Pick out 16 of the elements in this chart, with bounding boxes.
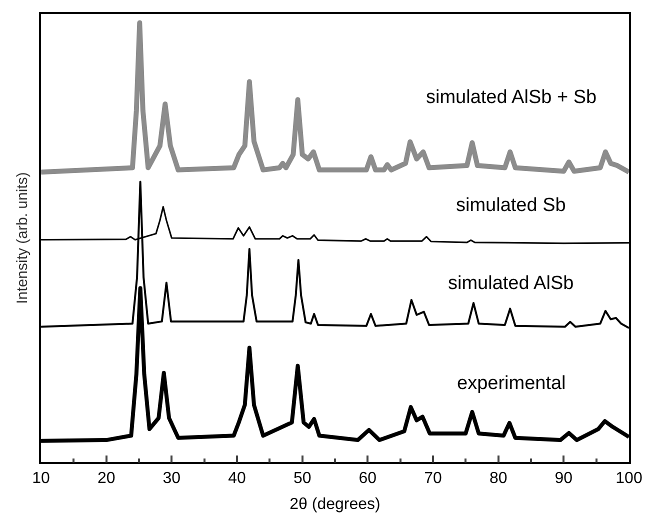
series-label: simulated AlSb + Sb (426, 87, 597, 108)
x-tick-label: 20 (97, 470, 116, 487)
series-label: simulated AlSb (448, 273, 574, 294)
y-axis-title: Intensity (arb. units) (14, 172, 31, 304)
series-label: experimental (457, 373, 566, 394)
x-tick-label: 100 (616, 470, 642, 487)
x-tick-label: 90 (554, 470, 573, 487)
x-tick-label: 10 (32, 470, 50, 487)
x-tick-label: 60 (358, 470, 377, 487)
x-tick-label: 50 (293, 470, 312, 487)
x-tick-label: 30 (162, 470, 181, 487)
x-axis-title: 2θ (degrees) (290, 496, 380, 514)
x-tick-label: 40 (228, 470, 246, 487)
x-tick-label: 70 (424, 470, 442, 487)
x-tick-label: 80 (489, 470, 508, 487)
series-label: simulated Sb (456, 195, 566, 216)
